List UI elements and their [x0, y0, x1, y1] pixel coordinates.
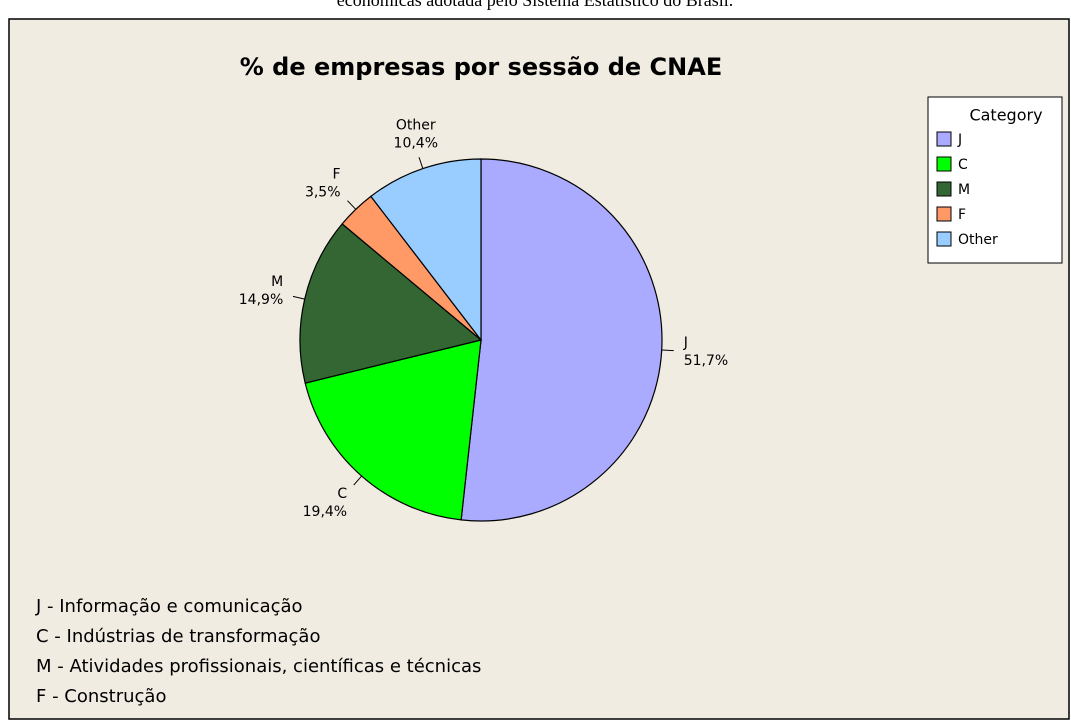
note: M - Atividades profissionais, científica…: [36, 656, 481, 677]
leader-line: [353, 475, 363, 486]
legend-label: F: [958, 207, 966, 223]
slice-value-label: 51,7%: [684, 353, 728, 369]
legend-label: J: [957, 132, 962, 148]
legend-label: Other: [958, 232, 998, 248]
legend-swatch: [936, 206, 952, 222]
note: F - Construção: [36, 686, 166, 707]
leader-line: [418, 157, 424, 169]
legend-swatch: [936, 231, 952, 247]
slice-category: J: [683, 335, 688, 351]
pie-slice: [460, 158, 663, 522]
slice-value-label: 3,5%: [305, 184, 341, 200]
legend-swatch: [936, 181, 952, 197]
pie-slice: [370, 158, 482, 342]
legend-title: Category: [969, 106, 1042, 125]
note: C - Indústrias de transformação: [36, 626, 320, 647]
slice-value-label: 19,4%: [303, 504, 347, 520]
slice-value-label: 10,4%: [394, 136, 438, 152]
slice-category: Other: [396, 118, 436, 134]
slice-category: F: [332, 166, 340, 182]
leader-line: [347, 200, 357, 210]
legend-label: M: [958, 182, 970, 198]
leader-line: [661, 349, 674, 352]
leader-line: [292, 295, 305, 300]
slice-value-label: 14,9%: [239, 292, 283, 308]
legend-swatch: [936, 156, 952, 172]
caption: econômicas adotada pelo Sistema Estatíst…: [337, 0, 733, 10]
slice-category: C: [337, 486, 347, 502]
legend-label: C: [958, 157, 968, 173]
note: J - Informação e comunicação: [35, 596, 303, 617]
legend-swatch: [936, 131, 952, 147]
slice-category: M: [271, 274, 283, 290]
chart-title: % de empresas por sessão de CNAE: [240, 53, 722, 81]
